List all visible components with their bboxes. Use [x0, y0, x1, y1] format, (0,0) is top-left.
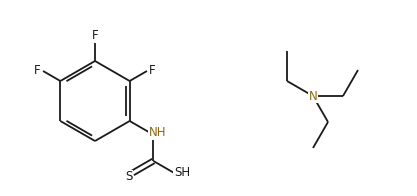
Text: F: F: [92, 29, 98, 42]
Text: F: F: [149, 64, 156, 76]
Text: NH: NH: [149, 126, 166, 140]
Text: SH: SH: [174, 166, 190, 180]
Text: F: F: [34, 64, 41, 76]
Text: N: N: [309, 90, 317, 103]
Text: S: S: [125, 171, 132, 183]
